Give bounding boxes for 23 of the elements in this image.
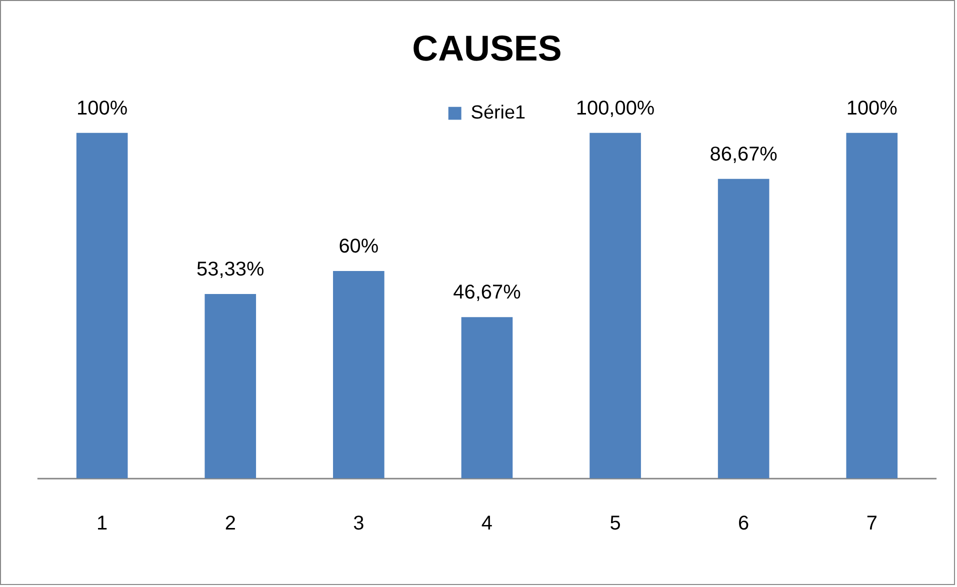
x-tick-label: 5 [610, 512, 621, 535]
data-label: 100% [76, 97, 128, 120]
data-label: 100% [846, 97, 898, 120]
bar [333, 270, 384, 478]
data-label: 53,33% [196, 258, 264, 281]
bar [846, 132, 898, 478]
bar [590, 132, 641, 478]
x-tick-label: 6 [738, 512, 750, 535]
x-tick-label: 4 [481, 512, 493, 535]
bar [76, 132, 128, 478]
x-tick-label: 2 [224, 512, 236, 535]
data-label: 100,00% [576, 97, 655, 120]
data-label: 86,67% [710, 143, 778, 166]
x-tick-label: 1 [96, 512, 108, 535]
bar [718, 178, 770, 478]
data-label: 60% [338, 236, 379, 258]
chart-title: CAUSES [412, 28, 562, 68]
x-tick-label: 3 [353, 512, 364, 535]
bar [461, 317, 513, 478]
legend-label: Série1 [470, 102, 526, 124]
bar [204, 294, 256, 478]
data-label: 46,67% [453, 282, 522, 304]
x-tick-label: 7 [866, 512, 878, 535]
